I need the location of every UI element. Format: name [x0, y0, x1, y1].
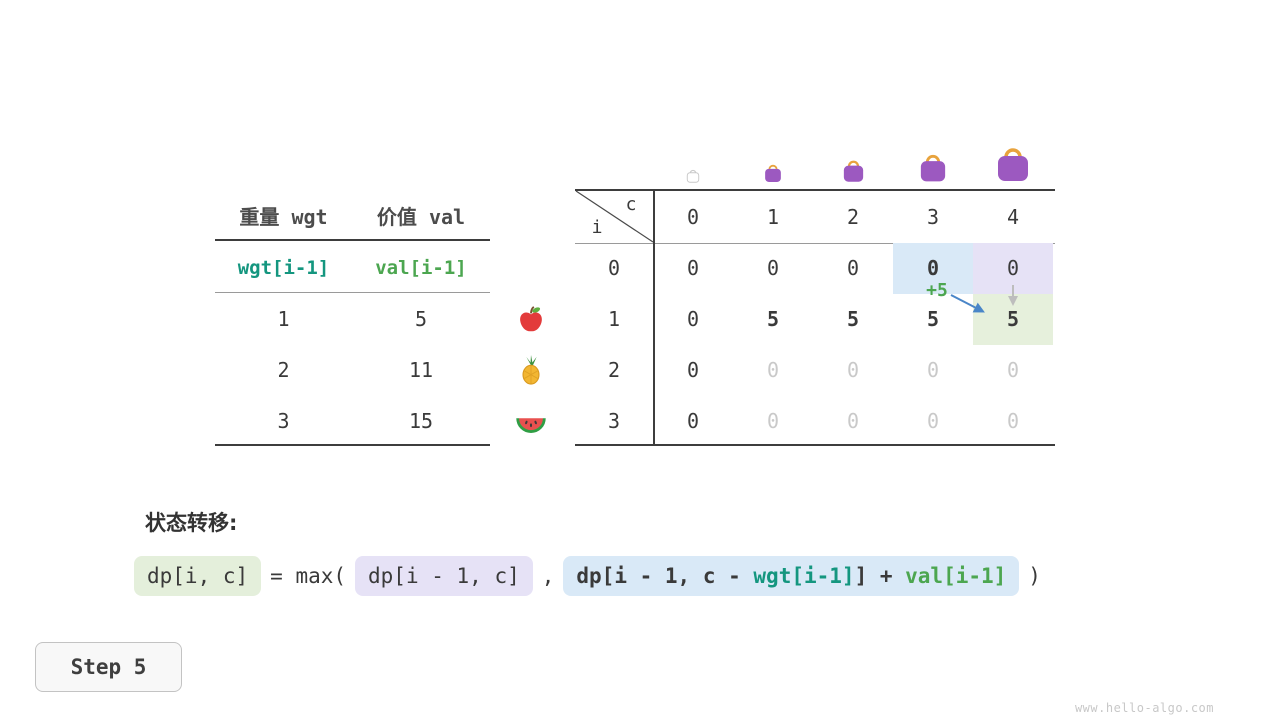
item-table-bottom-rule	[215, 444, 490, 446]
dp-cell-r2-c2: 0	[846, 358, 860, 382]
item-row-1-value: 5	[414, 307, 428, 331]
dp-cell-r2-c3: 0	[926, 358, 940, 382]
dp-col-header-2: 2	[846, 205, 860, 229]
dp-table-bottom-rule	[575, 444, 1055, 446]
dp-col-header-4: 4	[1006, 205, 1020, 229]
dp-cell-r1-c3: 5	[926, 307, 940, 331]
formula-option-take: dp[i - 1, c - wgt[i-1]] + val[i-1]	[563, 556, 1020, 596]
bag-capacity-2-icon	[840, 156, 867, 183]
dp-cell-r0-c0: 0	[686, 256, 700, 280]
dp-cell-r3-c4: 0	[1006, 409, 1020, 433]
dp-row-header-0: 0	[607, 256, 621, 280]
dp-cell-r3-c1: 0	[766, 409, 780, 433]
dp-col-header-3: 3	[926, 205, 940, 229]
dp-table-vertical-rule	[653, 189, 655, 446]
dp-cell-r1-c0: 0	[686, 307, 700, 331]
watermark: www.hello-algo.com	[1074, 701, 1214, 715]
formula-close-paren: )	[1028, 564, 1041, 588]
dp-cell-r3-c3: 0	[926, 409, 940, 433]
item-table-mid-rule	[215, 292, 490, 293]
bag-capacity-0-icon	[685, 167, 701, 183]
dp-cell-r1-c2: 5	[846, 307, 860, 331]
formula-option-keep: dp[i - 1, c]	[355, 556, 533, 596]
dp-cell-r2-c1: 0	[766, 358, 780, 382]
dp-cell-r1-c4: 5	[973, 294, 1053, 345]
bag-capacity-3-icon	[916, 149, 950, 183]
item-row-3-value: 15	[408, 409, 434, 433]
watermelon-icon	[516, 407, 546, 437]
dp-col-header-0: 0	[686, 205, 700, 229]
dp-table-top-rule	[575, 189, 1055, 191]
item-table-header-weight: 重量 wgt	[239, 205, 328, 229]
dp-row-header-3: 3	[607, 409, 621, 433]
formula-take-val: val[i-1]	[905, 564, 1007, 588]
dp-cell-r0-c2: 0	[846, 256, 860, 280]
bag-capacity-1-icon	[762, 161, 784, 183]
formula-take-wgt: wgt[i-1]	[753, 564, 855, 588]
dp-cell-r3-c0: 0	[686, 409, 700, 433]
corner-row-var: i	[591, 217, 603, 238]
dp-cell-r2-c0: 0	[686, 358, 700, 382]
item-row-3-weight: 3	[277, 409, 290, 433]
dp-cell-r2-c4: 0	[1006, 358, 1020, 382]
pineapple-icon	[516, 355, 546, 385]
dp-cell-r0-c4: 0	[973, 243, 1053, 294]
dp-cell-r3-c2: 0	[846, 409, 860, 433]
formula-equals: = max(	[270, 564, 347, 588]
dp-cell-r0-c1: 0	[766, 256, 780, 280]
item-row-2-value: 11	[408, 358, 434, 382]
dp-cell-r1-c1: 5	[766, 307, 780, 331]
formula-comma: ,	[541, 564, 555, 588]
transition-label: 状态转移:	[145, 511, 238, 535]
item-row-1-weight: 1	[277, 307, 290, 331]
dp-cell-r0-c3: 0	[893, 243, 973, 294]
plus-value-annotation: +5	[926, 280, 948, 301]
formula-dp-current: dp[i, c]	[134, 556, 262, 596]
wgt-index-label: wgt[i-1]	[237, 257, 330, 279]
item-table-top-rule	[215, 239, 490, 241]
dp-row-header-2: 2	[607, 358, 621, 382]
formula-take-prefix: dp[i - 1, c -	[576, 564, 754, 588]
step-button[interactable]: Step 5	[35, 642, 182, 692]
apple-icon	[516, 304, 546, 334]
formula-take-mid: ] +	[854, 564, 906, 588]
dp-table-header-rule	[575, 243, 1055, 244]
item-table-header-value: 价值 val	[376, 205, 466, 229]
bag-capacity-4-icon	[992, 141, 1034, 183]
dp-col-header-1: 1	[766, 205, 780, 229]
item-row-2-weight: 2	[277, 358, 290, 382]
val-index-label: val[i-1]	[375, 257, 467, 279]
transition-formula: dp[i, c] = max( dp[i - 1, c] , dp[i - 1,…	[134, 556, 1050, 596]
corner-col-var: c	[625, 194, 637, 215]
dp-row-header-1: 1	[607, 307, 621, 331]
